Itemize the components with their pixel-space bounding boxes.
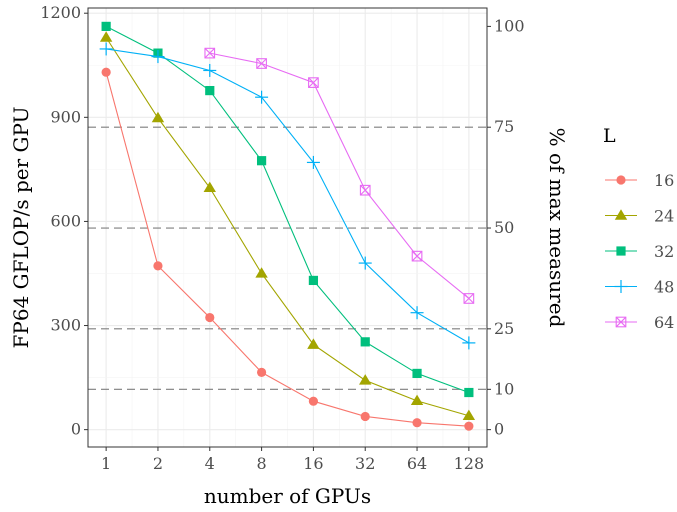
legend-label: 24 xyxy=(654,207,674,226)
data-point xyxy=(615,316,627,328)
legend-item-48: 48 xyxy=(605,278,674,297)
data-point xyxy=(462,336,476,350)
legend-label: 32 xyxy=(654,242,674,261)
series-line xyxy=(105,37,470,417)
data-point xyxy=(358,256,372,270)
x-tick-label: 8 xyxy=(256,454,266,473)
y-tick-label: 1200 xyxy=(40,3,81,22)
series-48 xyxy=(99,42,476,350)
y-axis-label: FP64 GFLOP/s per GPU xyxy=(9,107,33,349)
data-point xyxy=(616,246,626,256)
data-point xyxy=(203,63,217,77)
data-point xyxy=(360,337,370,347)
data-point xyxy=(255,267,268,278)
x-tick-label: 16 xyxy=(303,454,323,473)
data-point xyxy=(464,421,474,431)
data-point xyxy=(308,396,319,406)
data-point xyxy=(101,67,111,77)
data-point xyxy=(308,77,319,88)
series-64 xyxy=(204,47,475,304)
y-tick-label: 600 xyxy=(50,211,81,230)
axes: 1 2 4 8 16 32 64 128 0 300 600 900 1200 0 10 25 50 75 100 xyxy=(40,3,524,473)
data-point xyxy=(411,250,423,262)
secondary-y-axis-label: % of max measured xyxy=(545,128,569,328)
data-point xyxy=(101,21,111,31)
data-point xyxy=(360,411,370,422)
x-tick-label: 128 xyxy=(454,454,485,473)
data-point xyxy=(410,394,424,406)
data-point xyxy=(255,90,269,104)
data-point xyxy=(463,293,475,304)
data-point xyxy=(307,338,320,349)
data-point xyxy=(256,58,267,69)
y2-tick-label: 50 xyxy=(494,218,514,237)
series-layer xyxy=(99,21,476,431)
y-tick-label: 0 xyxy=(71,420,81,439)
plot-panel-border xyxy=(87,7,488,448)
data-point xyxy=(614,209,628,220)
data-point xyxy=(151,111,165,123)
legend: L 16 24 32 48 64 xyxy=(603,125,674,332)
x-tick-label: 32 xyxy=(355,454,375,473)
legend-item-24: 24 xyxy=(605,207,674,226)
data-point xyxy=(205,85,215,96)
legend-label: 48 xyxy=(654,278,674,297)
y2-tick-label: 10 xyxy=(494,379,514,398)
data-point xyxy=(462,409,476,420)
y2-tick-label: 75 xyxy=(494,117,514,136)
data-point xyxy=(204,47,216,59)
data-point xyxy=(99,42,113,56)
y2-tick-label: 25 xyxy=(494,319,514,338)
x-axis-label: number of GPUs xyxy=(204,484,371,508)
data-point xyxy=(256,367,267,377)
y2-tick-label: 0 xyxy=(494,420,504,439)
y2-tick-label: 100 xyxy=(494,16,525,35)
series-line xyxy=(106,48,470,344)
data-point xyxy=(614,280,628,293)
x-tick-label: 2 xyxy=(153,454,163,473)
data-point xyxy=(359,184,371,196)
legend-item-32: 32 xyxy=(605,242,674,261)
data-point xyxy=(153,261,163,271)
data-point xyxy=(464,387,474,398)
reference-lines xyxy=(88,126,487,390)
data-point xyxy=(410,306,424,320)
y-tick-label: 900 xyxy=(50,107,81,126)
series-line xyxy=(209,52,470,299)
legend-label: 16 xyxy=(654,171,674,190)
x-tick-label: 4 xyxy=(205,454,215,473)
series-line xyxy=(105,72,469,427)
data-point xyxy=(359,374,372,385)
x-tick-label: 1 xyxy=(101,454,111,473)
series-24 xyxy=(99,31,476,420)
data-point xyxy=(203,181,216,192)
data-point xyxy=(616,175,626,185)
data-point xyxy=(256,156,267,166)
legend-title: L xyxy=(603,125,616,147)
data-point xyxy=(412,418,422,428)
data-point xyxy=(308,275,319,286)
y-tick-label: 300 xyxy=(50,316,81,335)
data-point xyxy=(205,312,215,323)
legend-item-64: 64 xyxy=(605,313,674,332)
series-16 xyxy=(101,67,474,431)
data-point xyxy=(151,50,165,64)
legend-label: 64 xyxy=(654,313,674,332)
legend-item-16: 16 xyxy=(605,171,674,190)
x-tick-label: 64 xyxy=(407,454,427,473)
data-point xyxy=(306,155,320,169)
data-point xyxy=(412,368,422,379)
data-point xyxy=(99,31,113,42)
